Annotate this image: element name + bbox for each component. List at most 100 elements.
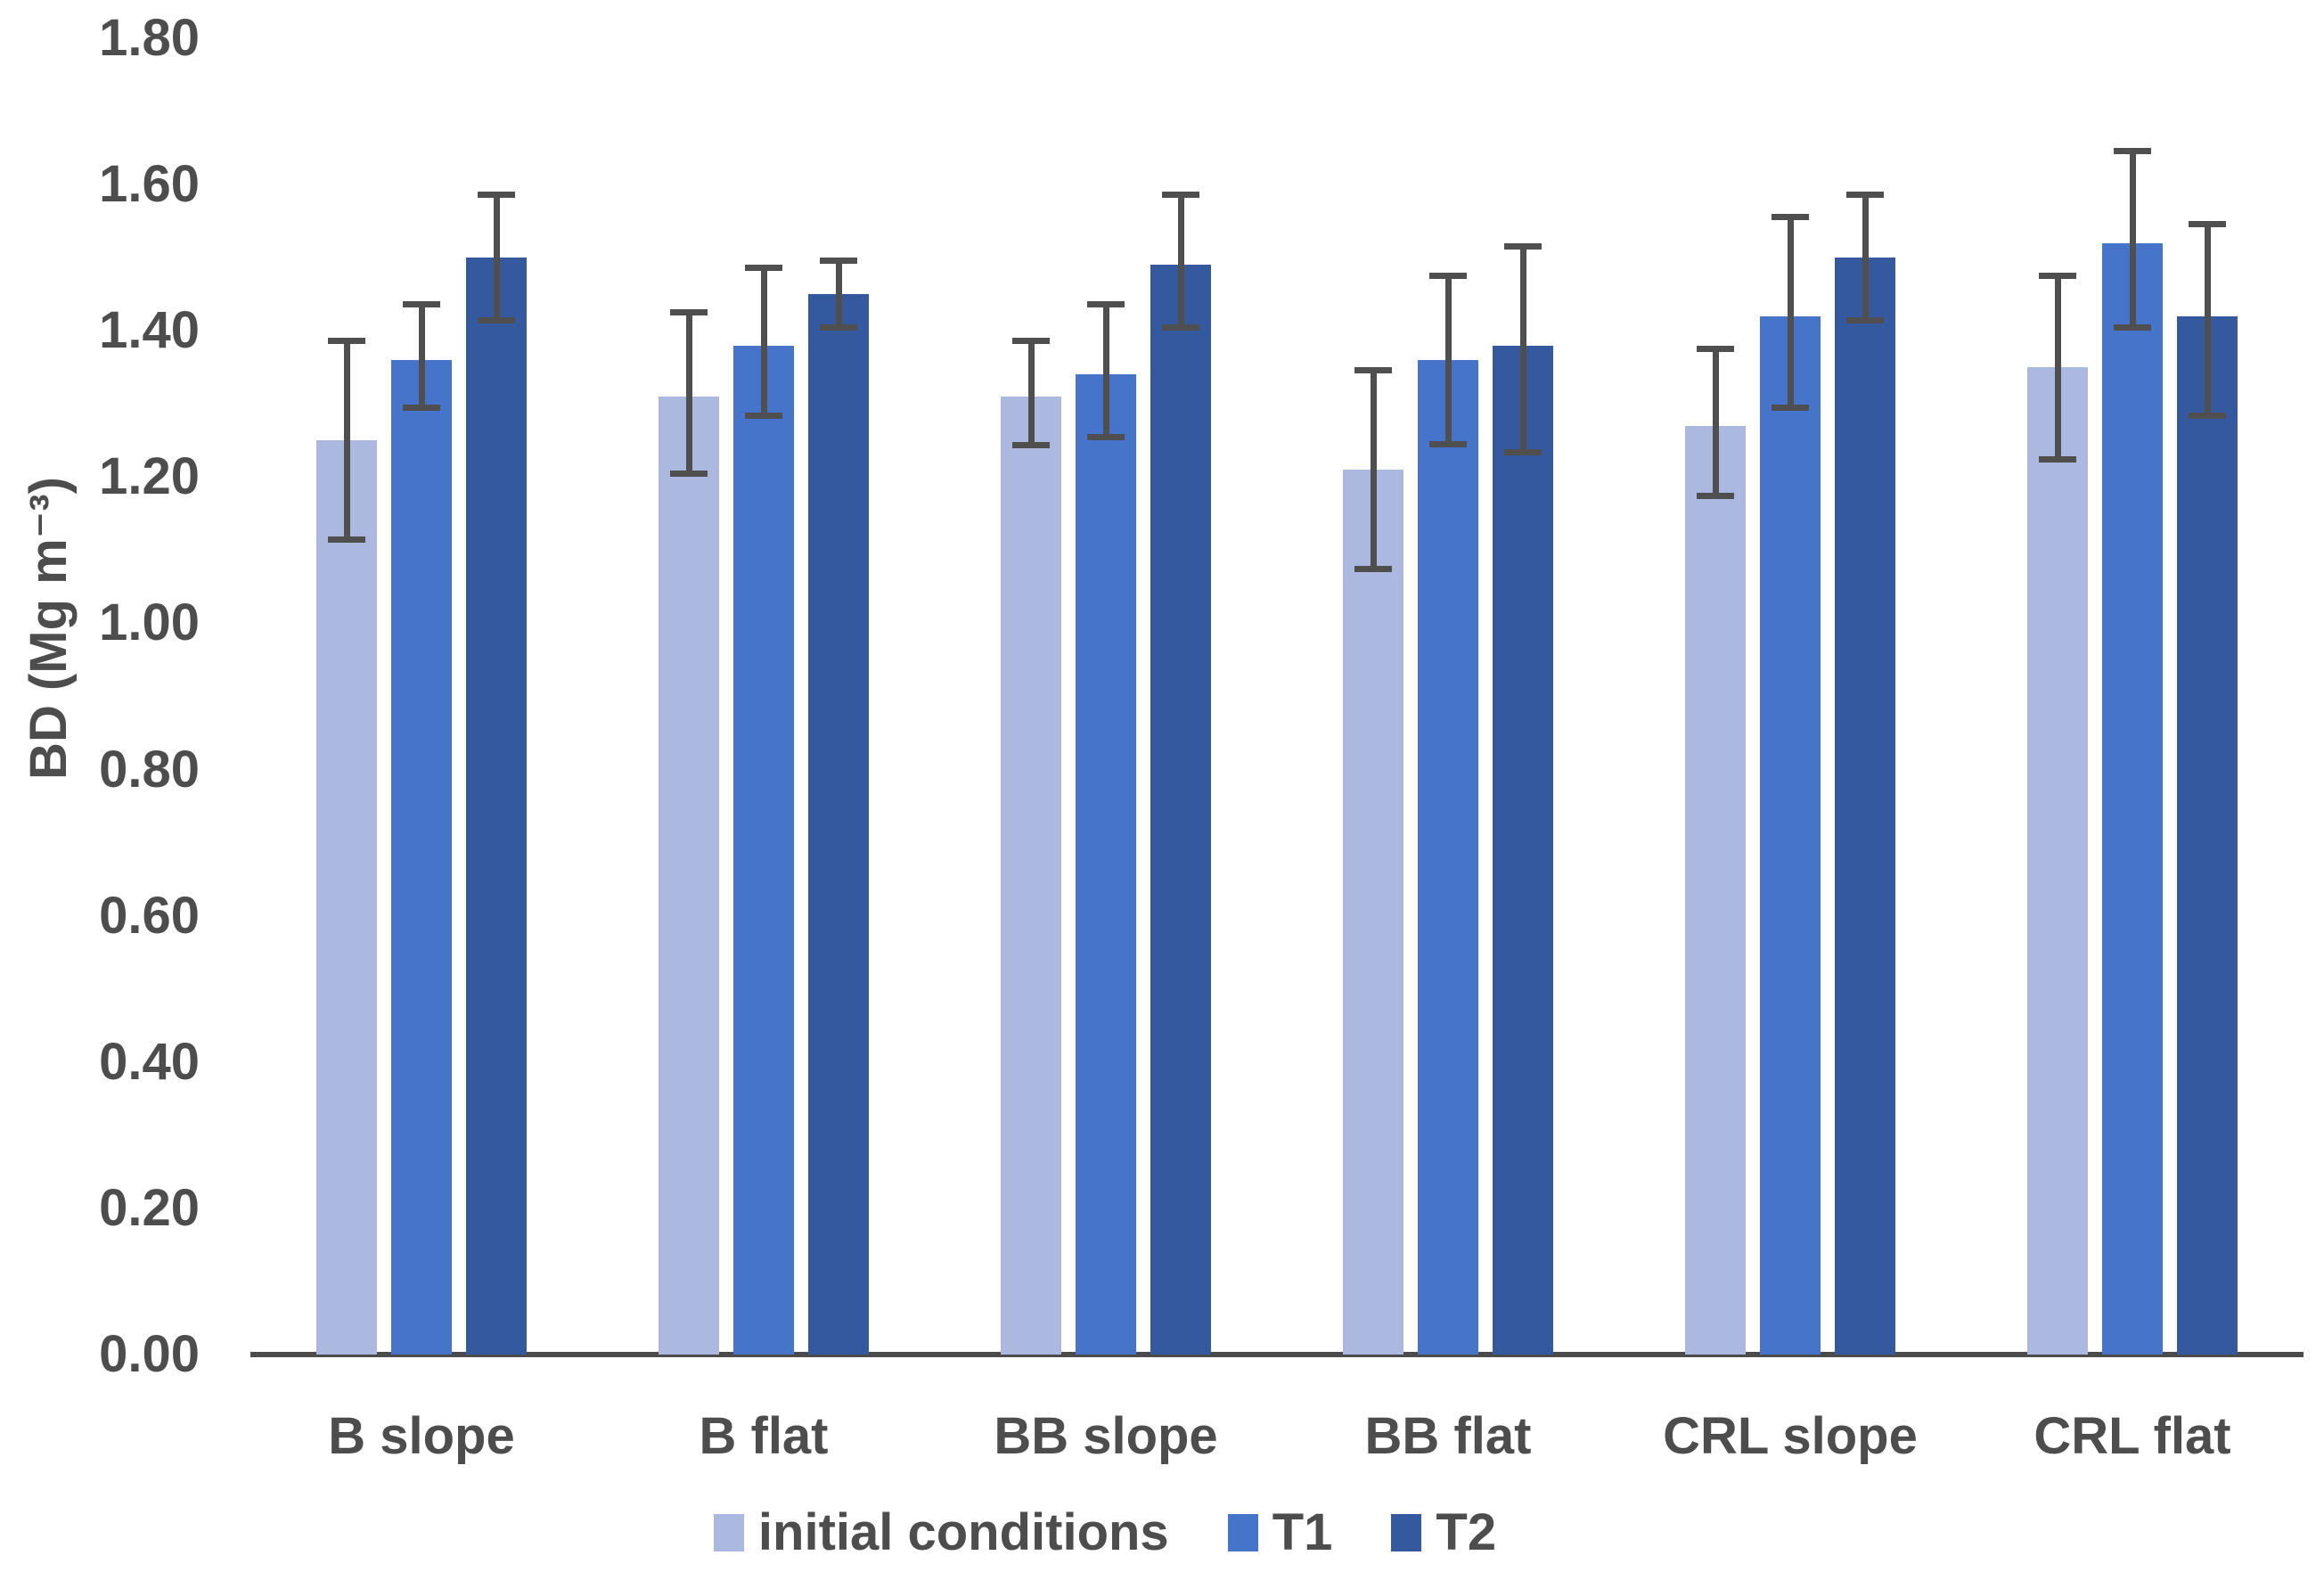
- error-bar-top-cap: [2114, 148, 2151, 155]
- error-bar-bottom-cap: [2039, 455, 2076, 463]
- error-bar-line: [1177, 192, 1184, 332]
- error-bar-line: [1444, 272, 1452, 448]
- error-bar-t1-b-flat: [745, 265, 782, 419]
- error-bar-line: [2054, 272, 2061, 463]
- error-bar-bottom-cap: [1162, 324, 1199, 332]
- error-bar-top-cap: [1697, 345, 1734, 352]
- error-bar-t1-b-slope: [403, 301, 440, 412]
- error-bar-t2-bb-flat: [1504, 242, 1542, 455]
- error-bar-top-cap: [820, 258, 857, 265]
- error-bar-line: [1519, 242, 1526, 455]
- x-category-label-b-slope: B slope: [328, 1407, 515, 1465]
- bar-initial-conditions-b-slope: [316, 440, 377, 1355]
- legend-label-t2: T2: [1436, 1503, 1497, 1561]
- y-tick-label-1.20: 1.20: [99, 447, 200, 506]
- error-bar-top-cap: [1354, 367, 1392, 374]
- y-tick-label-1.00: 1.00: [99, 594, 200, 652]
- error-bar-top-cap: [745, 265, 782, 272]
- error-bar-top-cap: [1772, 213, 1809, 220]
- error-bar-t2-bb-slope: [1162, 192, 1199, 332]
- error-bar-top-cap: [328, 338, 365, 345]
- bar-t2-crl-slope: [1835, 258, 1895, 1355]
- error-bar-bottom-cap: [478, 317, 515, 323]
- error-bar-initial-conditions-crl-slope: [1697, 345, 1734, 499]
- error-bar-initial-conditions-bb-flat: [1354, 367, 1392, 572]
- y-tick-label-1.40: 1.40: [99, 301, 200, 360]
- x-category-label-crl-flat: CRL flat: [2034, 1407, 2231, 1465]
- error-bar-t1-bb-flat: [1429, 272, 1467, 448]
- bar-initial-conditions-bb-slope: [1001, 397, 1061, 1355]
- legend-item-t2: T2: [1391, 1502, 1496, 1562]
- error-bar-bottom-cap: [820, 324, 857, 332]
- x-axis-line: [250, 1352, 2304, 1357]
- error-bar-top-cap: [1087, 301, 1125, 308]
- error-bar-top-cap: [403, 301, 440, 308]
- error-bar-line: [493, 192, 500, 323]
- bar-t2-bb-slope: [1150, 265, 1211, 1355]
- error-bar-top-cap: [1846, 192, 1884, 199]
- error-bar-bottom-cap: [670, 471, 708, 478]
- error-bar-initial-conditions-bb-slope: [1012, 338, 1050, 448]
- legend: initial conditions T1 T2: [0, 1502, 2210, 1562]
- error-bar-t2-b-slope: [478, 192, 515, 323]
- error-bar-bottom-cap: [745, 412, 782, 419]
- x-category-label-crl-slope: CRL slope: [1663, 1407, 1918, 1465]
- error-bar-t2-crl-flat: [2189, 221, 2226, 419]
- bar-t1-b-flat: [733, 345, 794, 1355]
- error-bar-t2-crl-slope: [1846, 192, 1884, 323]
- error-bar-t1-crl-flat: [2114, 148, 2151, 332]
- error-bar-top-cap: [478, 192, 515, 199]
- x-category-label-bb-slope: BB slope: [994, 1407, 1218, 1465]
- error-bar-line: [2129, 148, 2136, 332]
- error-bar-top-cap: [1504, 242, 1542, 250]
- y-tick-label-0.40: 0.40: [99, 1032, 200, 1091]
- error-bar-line: [1027, 338, 1035, 448]
- bar-t2-crl-flat: [2177, 315, 2238, 1355]
- bar-t2-bb-flat: [1493, 345, 1553, 1355]
- legend-item-initial-conditions: initial conditions: [713, 1502, 1169, 1562]
- error-bar-bottom-cap: [2114, 324, 2151, 332]
- error-bar-bottom-cap: [328, 536, 365, 544]
- bar-t2-b-slope: [466, 258, 527, 1355]
- bar-t1-bb-flat: [1418, 360, 1478, 1355]
- error-bar-line: [1862, 192, 1869, 323]
- error-bar-line: [760, 265, 767, 419]
- error-bar-t2-b-flat: [820, 258, 857, 332]
- bar-t1-b-slope: [391, 360, 452, 1355]
- legend-swatch-t1: [1227, 1513, 1258, 1551]
- error-bar-t1-crl-slope: [1772, 213, 1809, 412]
- bar-initial-conditions-crl-flat: [2027, 367, 2088, 1355]
- bar-t1-bb-slope: [1076, 374, 1136, 1355]
- error-bar-bottom-cap: [1504, 448, 1542, 455]
- error-bar-top-cap: [670, 308, 708, 315]
- legend-label-t1: T1: [1272, 1503, 1333, 1561]
- error-bar-t1-bb-slope: [1087, 301, 1125, 441]
- y-tick-label-1.60: 1.60: [99, 155, 200, 214]
- error-bar-top-cap: [1162, 192, 1199, 199]
- x-category-label-b-flat: B flat: [699, 1407, 829, 1465]
- error-bar-bottom-cap: [1772, 405, 1809, 412]
- error-bar-top-cap: [1012, 338, 1050, 345]
- error-bar-bottom-cap: [403, 405, 440, 412]
- y-tick-label-0.60: 0.60: [99, 886, 200, 945]
- error-bar-initial-conditions-b-slope: [328, 338, 365, 544]
- error-bar-bottom-cap: [1429, 441, 1467, 448]
- error-bar-line: [1370, 367, 1377, 572]
- bar-t1-crl-flat: [2102, 242, 2163, 1355]
- error-bar-bottom-cap: [1697, 492, 1734, 499]
- bar-initial-conditions-crl-slope: [1685, 425, 1746, 1355]
- error-bar-line: [685, 308, 692, 478]
- error-bar-line: [343, 338, 350, 544]
- error-bar-initial-conditions-b-flat: [670, 308, 708, 478]
- error-bar-top-cap: [2189, 221, 2226, 228]
- error-bar-bottom-cap: [1087, 434, 1125, 441]
- legend-label-initial-conditions: initial conditions: [757, 1503, 1169, 1561]
- error-bar-line: [1102, 301, 1109, 441]
- error-bar-bottom-cap: [1846, 317, 1884, 323]
- legend-swatch-initial-conditions: [713, 1513, 744, 1551]
- error-bar-top-cap: [2039, 272, 2076, 279]
- bar-t2-b-flat: [808, 294, 869, 1355]
- error-bar-top-cap: [1429, 272, 1467, 279]
- legend-item-t1: T1: [1227, 1502, 1333, 1562]
